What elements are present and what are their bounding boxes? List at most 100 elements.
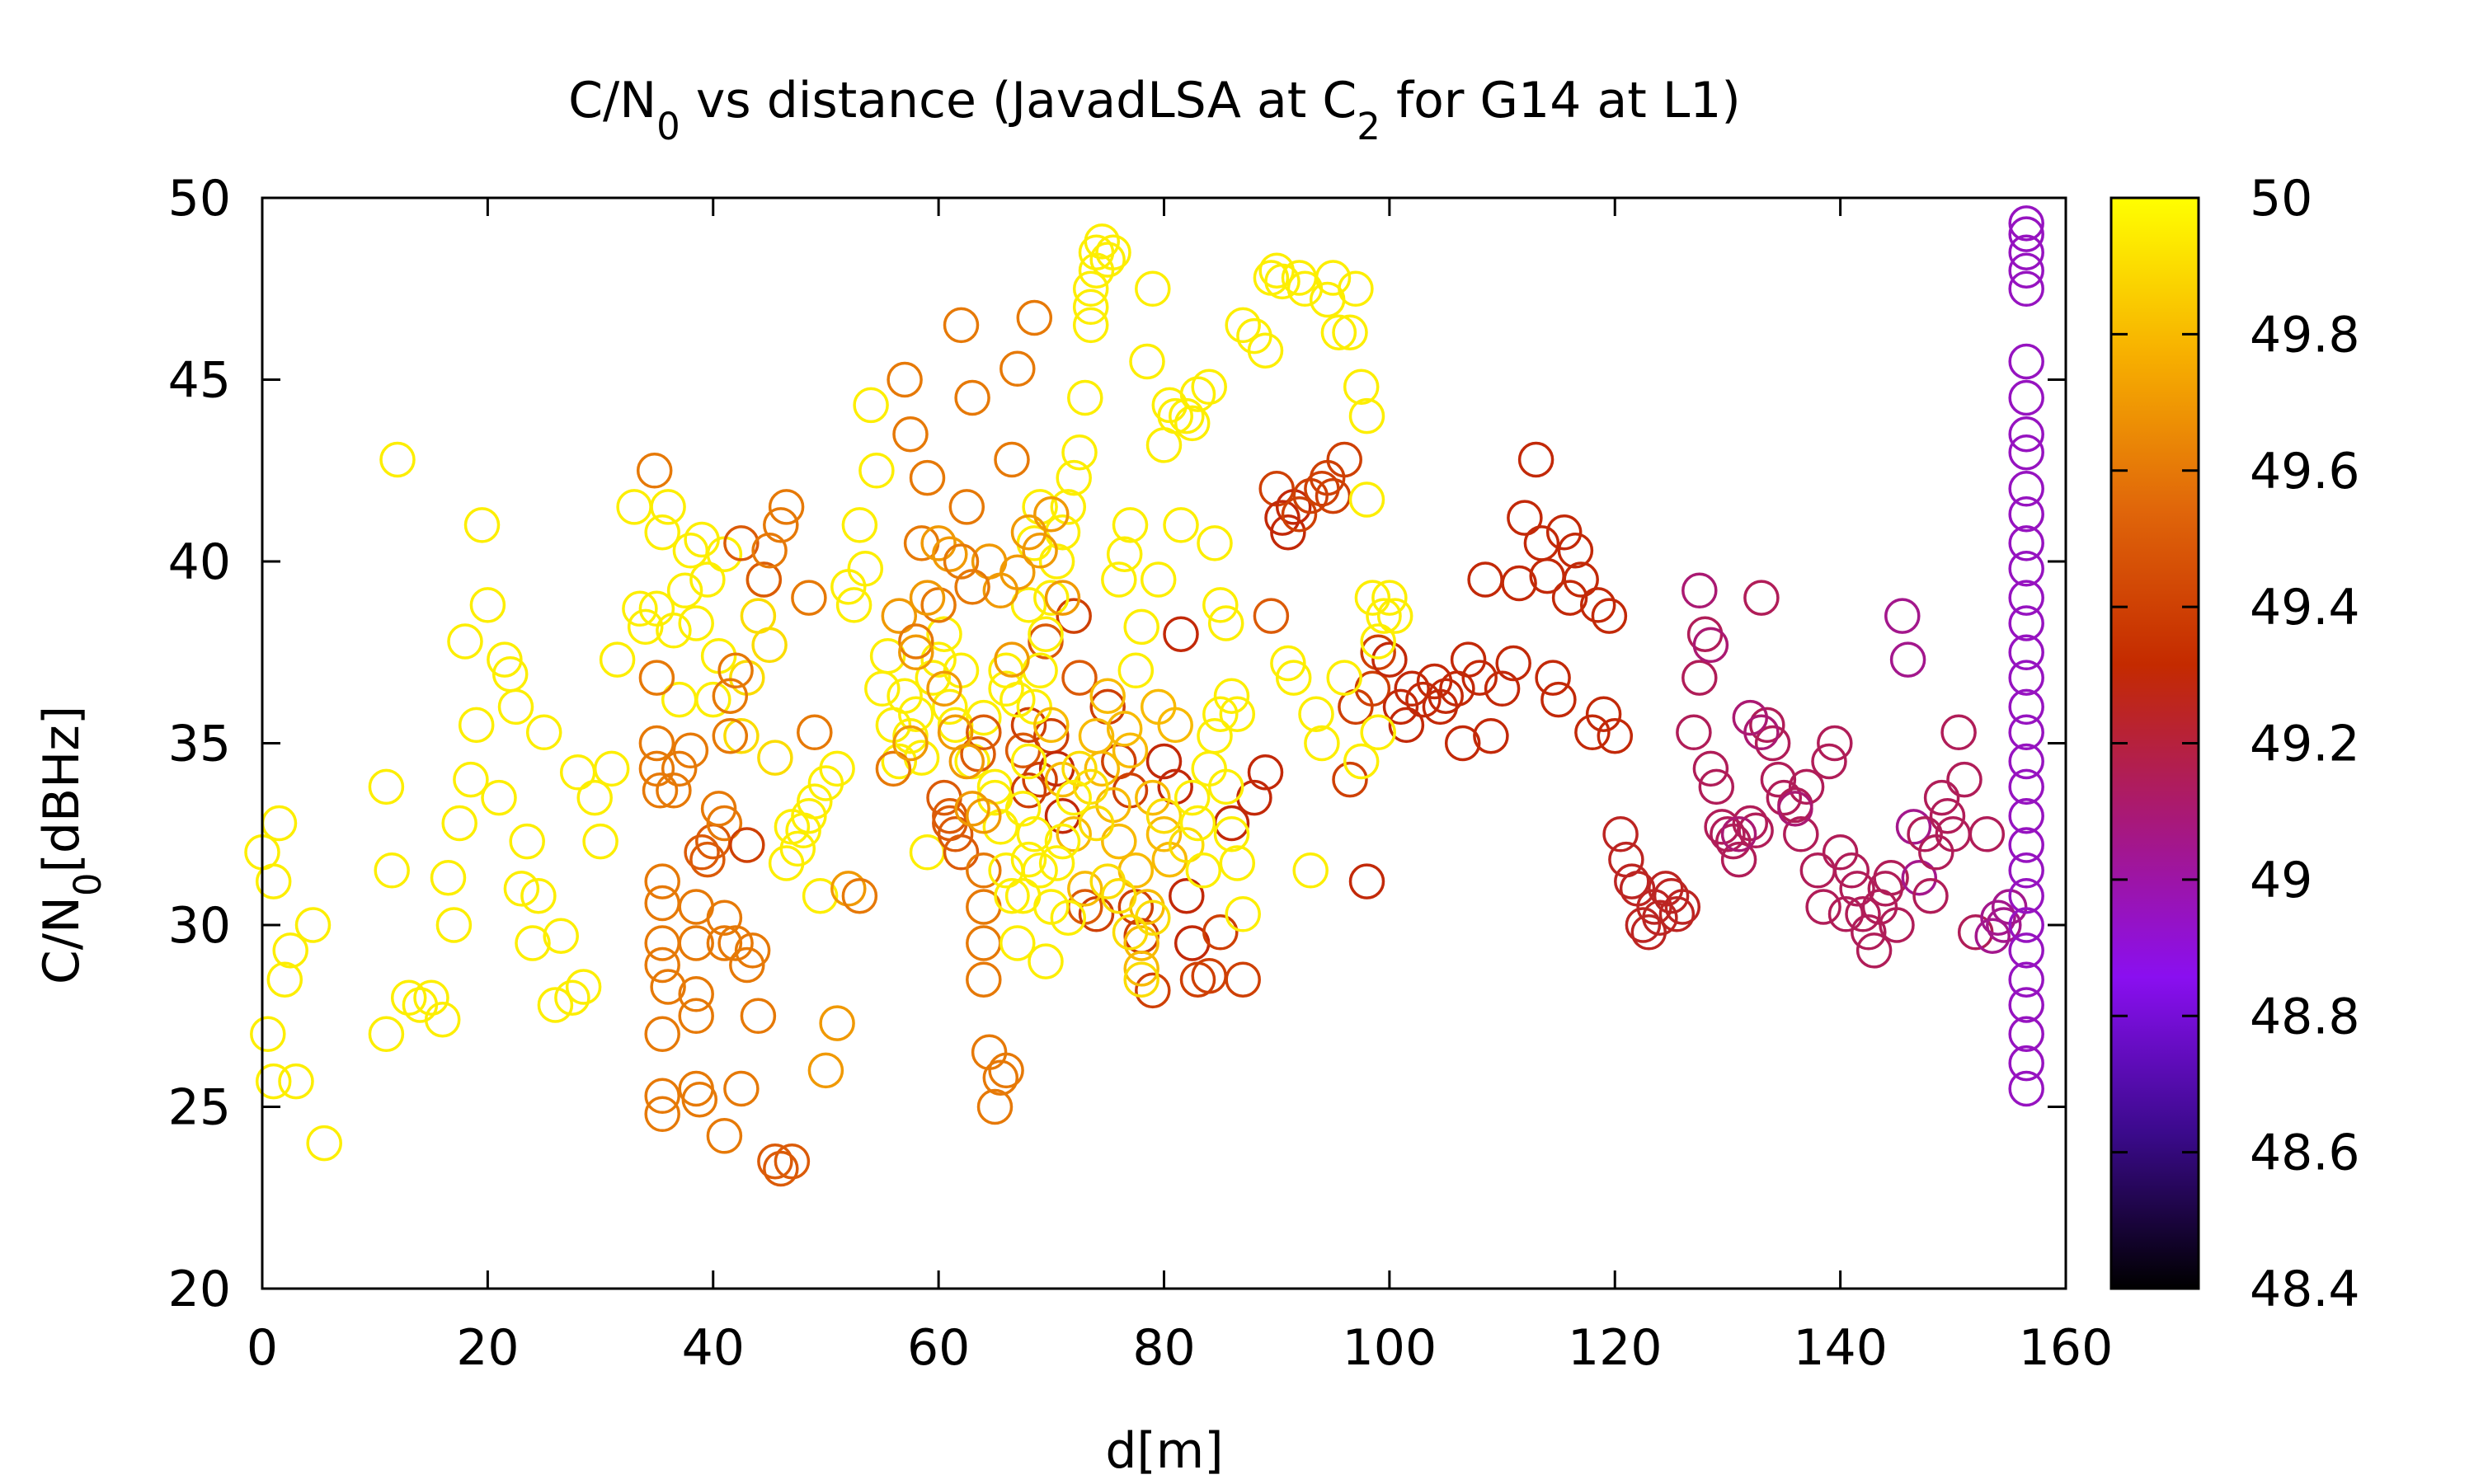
data-point-7 [278, 1063, 314, 1100]
data-point-355 [2008, 379, 2044, 416]
data-point-440 [1101, 823, 1137, 860]
data-point-485 [1050, 899, 1087, 936]
data-point-269 [1653, 877, 1690, 914]
data-point-42 [593, 750, 630, 787]
y-axis-label: C/N0[dBHz] [33, 706, 110, 984]
data-point-425 [1354, 580, 1391, 616]
data-point-72 [802, 877, 839, 914]
data-point-135 [723, 525, 760, 561]
data-point-178 [988, 1052, 1024, 1089]
x-axis-label: d[m] [1105, 1422, 1223, 1480]
data-point-225 [1348, 863, 1385, 899]
data-point-434 [1056, 816, 1092, 852]
data-point-151 [830, 871, 867, 907]
data-point-458 [1123, 961, 1159, 998]
data-point-82 [869, 637, 906, 674]
data-point-60 [723, 717, 760, 754]
data-point-460 [1145, 797, 1183, 834]
data-point-382 [1101, 561, 1137, 598]
data-point-499 [1044, 580, 1081, 616]
data-point-202 [1163, 616, 1199, 652]
data-point-291 [1799, 852, 1837, 889]
data-point-155 [887, 361, 923, 398]
data-point-293 [1811, 743, 1847, 780]
data-point-169 [960, 735, 996, 773]
data-point-298 [1839, 871, 1875, 907]
data-point-418 [1320, 314, 1357, 350]
data-point-87 [898, 696, 934, 732]
data-point-367 [1033, 580, 1070, 616]
data-point-206 [1191, 957, 1227, 994]
data-point-242 [1484, 670, 1521, 707]
data-point-190 [1056, 598, 1092, 634]
data-point-231 [1394, 670, 1430, 707]
data-point-461 [1169, 827, 1205, 863]
data-point-200 [1145, 743, 1183, 780]
data-point-441 [1106, 711, 1143, 747]
data-point-421 [1338, 270, 1374, 308]
data-point-449 [1145, 816, 1183, 852]
data-point-57 [695, 681, 731, 718]
data-point-12 [374, 852, 410, 889]
x-tick-label: 120 [1568, 1319, 1663, 1377]
data-point-105 [644, 863, 680, 899]
data-point-334 [2008, 961, 2044, 998]
data-point-229 [1382, 688, 1419, 726]
data-point-300 [1851, 914, 1887, 951]
data-point-448 [1140, 688, 1177, 726]
data-point-347 [2008, 605, 2044, 641]
data-point-260 [1602, 816, 1639, 852]
data-point-50 [656, 613, 692, 649]
data-point-115 [672, 732, 709, 769]
text-part-4: for G14 at L1) [1380, 72, 1741, 129]
data-point-113 [656, 773, 692, 809]
data-point-341 [2008, 768, 2044, 805]
data-point-171 [966, 852, 1002, 889]
data-point-342 [2008, 743, 2044, 780]
data-point-468 [1207, 768, 1244, 805]
data-point-10 [368, 768, 405, 805]
data-point-410 [1275, 660, 1312, 696]
data-point-207 [1202, 914, 1239, 951]
data-point-444 [1123, 925, 1159, 961]
data-point-66 [768, 845, 805, 881]
data-point-380 [1089, 242, 1126, 278]
data-point-292 [1805, 889, 1841, 925]
data-point-496 [1010, 514, 1047, 551]
data-point-249 [1535, 660, 1571, 696]
data-point-376 [1072, 270, 1109, 308]
data-point-494 [994, 641, 1030, 678]
colorbar-tick-label: 49.4 [2250, 579, 2360, 636]
data-point-125 [700, 791, 737, 827]
data-point-118 [678, 976, 714, 1012]
data-point-173 [966, 925, 1002, 961]
data-point-70 [791, 797, 827, 834]
data-point-295 [1822, 834, 1859, 871]
data-point-232 [1405, 681, 1442, 718]
data-point-257 [1585, 696, 1622, 732]
data-point-305 [1879, 907, 1915, 943]
data-point-184 [1016, 299, 1053, 336]
data-point-253 [1557, 533, 1594, 569]
colorbar-tick-label: 49.8 [2250, 306, 2360, 364]
data-point-484 [1044, 823, 1081, 860]
data-point-129 [706, 1118, 743, 1154]
data-point-491 [1022, 489, 1058, 525]
data-point-244 [1501, 565, 1537, 602]
data-point-409 [1270, 645, 1306, 682]
data-point-386 [1123, 608, 1159, 646]
data-point-329 [1777, 791, 1813, 827]
y-tick-label: 45 [168, 352, 231, 410]
data-point-243 [1495, 645, 1531, 682]
y-axis-ticks: 20 25 30 35 40 45 50 [168, 170, 2066, 1318]
data-point-345 [2008, 660, 2044, 696]
data-point-5 [266, 961, 303, 998]
data-point-262 [1614, 863, 1650, 899]
data-point-507 [926, 670, 962, 707]
data-point-245 [1507, 500, 1543, 536]
data-point-133 [717, 925, 754, 961]
data-point-144 [763, 1150, 799, 1187]
data-point-121 [681, 1081, 718, 1118]
data-point-209 [1225, 961, 1261, 998]
data-point-34 [525, 714, 562, 751]
